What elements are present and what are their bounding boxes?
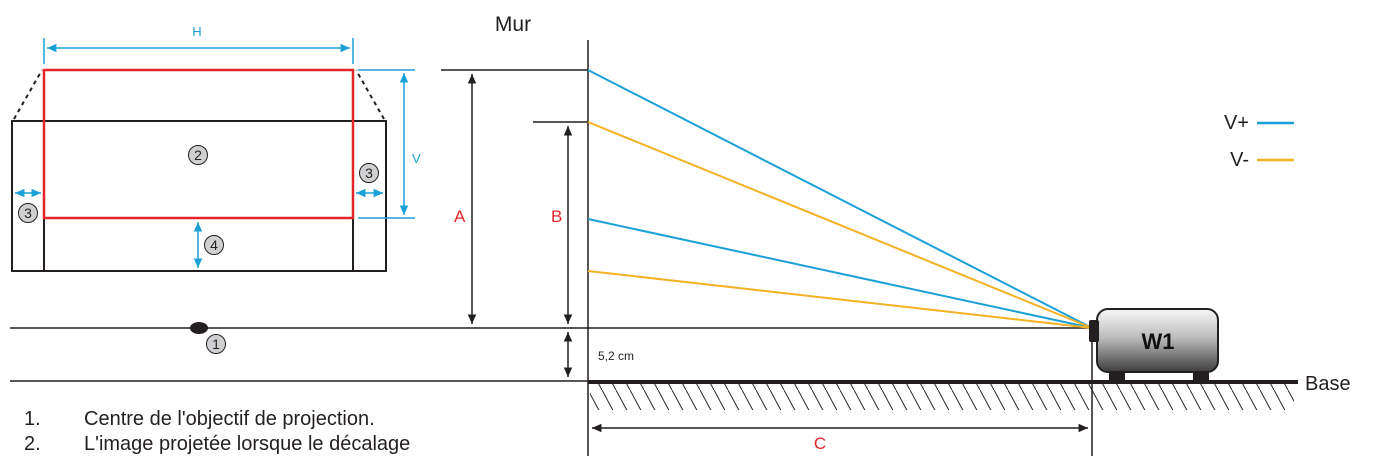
v-plus-ray-top: [587, 69, 1093, 329]
v-plus-ray-bottom: [587, 218, 1093, 329]
lens-center-dot: [190, 322, 208, 334]
projector-foot-right: [1193, 370, 1209, 380]
legend: V+ V-: [1224, 112, 1294, 171]
note-text: Centre de l'objectif de projection.: [84, 408, 375, 430]
dashed-slant-right: [355, 69, 385, 120]
dashed-slant-left: [13, 69, 43, 120]
note-item: 1. Centre de l'objectif de projection.: [24, 407, 410, 432]
h-label: H: [192, 24, 201, 39]
callout-1: 1: [206, 334, 226, 354]
svg-text:4: 4: [210, 237, 218, 253]
wall-label: Mur: [495, 13, 531, 36]
max-screen-outline: [11, 120, 387, 272]
note-number: 2.: [24, 433, 41, 455]
screen-diagram: H V 2 3 3 4: [11, 24, 421, 272]
b-label: B: [551, 207, 562, 226]
svg-text:1: 1: [212, 336, 220, 352]
legend-v-plus-label: V+: [1224, 112, 1249, 134]
offset-label: 5,2 cm: [598, 349, 634, 363]
callout-4: 4: [204, 235, 224, 255]
note-text: L'image projetée lorsque le décalage: [84, 433, 411, 455]
svg-text:3: 3: [365, 165, 373, 181]
projector-lens: [1089, 320, 1099, 342]
a-label: A: [454, 207, 466, 226]
note-item: 2. L'image projetée lorsque le décalage: [24, 432, 410, 457]
v-minus-ray-top: [587, 121, 1093, 329]
svg-text:2: 2: [194, 147, 202, 163]
floor-hatch: [590, 384, 1294, 410]
callout-3-right: 3: [359, 163, 379, 183]
base-label: Base: [1305, 373, 1351, 395]
callout-2: 2: [188, 145, 208, 165]
projected-image-outline: [42, 68, 355, 220]
svg-text:3: 3: [24, 205, 32, 221]
notes-list: 1. Centre de l'objectif de projection. 2…: [24, 407, 410, 457]
v-minus-ray-bottom: [587, 270, 1093, 329]
projector: W1: [1089, 308, 1219, 380]
c-label: C: [814, 434, 826, 453]
projector-foot-left: [1109, 370, 1125, 380]
v-label: V: [412, 151, 421, 166]
legend-v-minus-label: V-: [1230, 149, 1249, 171]
note-number: 1.: [24, 408, 41, 430]
callout-3-left: 3: [18, 203, 38, 223]
projector-label: W1: [1142, 329, 1175, 354]
